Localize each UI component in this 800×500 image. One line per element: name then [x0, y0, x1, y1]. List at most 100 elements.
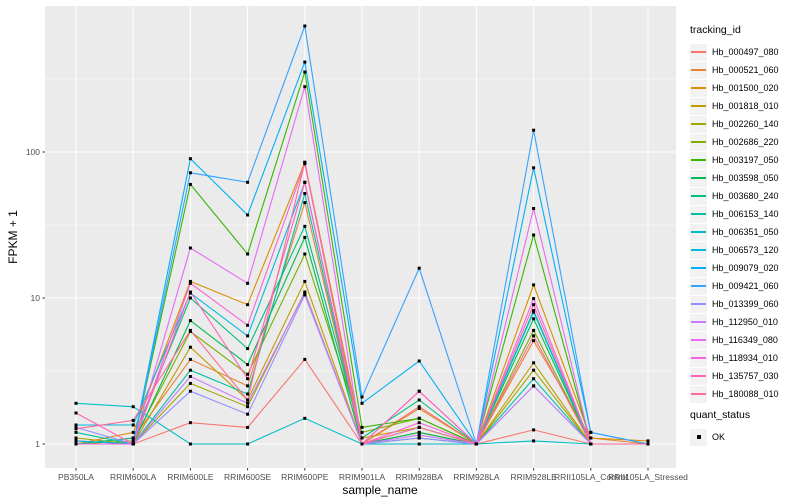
data-point — [246, 372, 250, 376]
x-tick-label: RRIM928LE — [510, 472, 557, 482]
data-point — [246, 384, 250, 388]
data-point — [532, 317, 536, 321]
data-point — [246, 334, 250, 338]
data-point — [246, 347, 250, 351]
legend-key-swatch — [690, 428, 707, 446]
legend-item-label: Hb_006153_140 — [712, 209, 779, 219]
data-point — [188, 375, 192, 378]
data-point — [74, 442, 78, 446]
legend-line-icon — [691, 159, 706, 161]
data-point — [532, 439, 536, 443]
legend-item-label: Hb_002686_220 — [712, 137, 779, 147]
data-point — [131, 423, 135, 427]
legend-item-Hb_006573_120: Hb_006573_120 — [690, 241, 800, 259]
legend-item-label: Hb_116349_080 — [712, 335, 778, 345]
data-point — [246, 281, 250, 285]
y-tick-label: 1 — [35, 439, 40, 449]
data-point — [303, 416, 307, 420]
legend-line-icon — [691, 339, 706, 341]
data-point — [246, 392, 250, 396]
data-point — [589, 436, 593, 440]
data-point — [532, 361, 536, 365]
x-tick-label: PB350LA — [58, 472, 94, 482]
data-point — [646, 442, 650, 446]
data-point — [74, 411, 78, 415]
x-tick-label: RRIM600LA — [110, 472, 157, 482]
data-point — [246, 405, 250, 409]
legend-line-icon — [691, 87, 706, 89]
legend-item-label: Hb_009079_020 — [712, 263, 779, 273]
legend-line-icon — [691, 267, 706, 269]
data-point — [188, 157, 192, 161]
legend-item-Hb_009421_060: Hb_009421_060 — [690, 277, 800, 295]
legend-key-swatch — [690, 61, 707, 79]
data-point — [532, 166, 536, 170]
data-point — [532, 233, 536, 237]
data-point — [532, 428, 536, 432]
data-point — [188, 345, 192, 349]
data-point — [131, 405, 135, 409]
x-tick-label: RRIM928LA — [453, 472, 500, 482]
data-point — [360, 442, 364, 446]
legend-line-icon — [691, 141, 706, 143]
data-point — [188, 328, 192, 332]
legend-item-Hb_001818_010: Hb_001818_010 — [690, 97, 800, 115]
data-point — [188, 381, 192, 385]
legend-item-Hb_006351_050: Hb_006351_050 — [690, 223, 800, 241]
data-point — [74, 436, 78, 440]
data-point — [303, 252, 307, 256]
data-point — [188, 319, 192, 323]
data-point — [188, 421, 192, 425]
legend-key-swatch — [690, 223, 707, 241]
legend-key-swatch — [690, 151, 707, 169]
data-point — [532, 328, 536, 332]
data-point — [246, 323, 250, 327]
data-point — [417, 433, 421, 437]
legend: tracking_id Hb_000497_080 Hb_000521_060 Hb… — [690, 24, 800, 446]
data-point — [532, 128, 536, 132]
legend-key-swatch — [690, 349, 707, 367]
data-point — [188, 296, 192, 300]
legend-item-label: Hb_000497_080 — [712, 47, 779, 57]
data-point — [303, 224, 307, 228]
legend-item-Hb_013399_060: Hb_013399_060 — [690, 295, 800, 313]
legend-item-Hb_112950_010: Hb_112950_010 — [690, 313, 800, 331]
data-point — [303, 293, 307, 297]
legend-key-swatch — [690, 259, 707, 277]
legend-key-swatch — [690, 331, 707, 349]
legend-key-swatch — [690, 205, 707, 223]
data-point — [417, 359, 421, 363]
data-point — [74, 430, 78, 434]
data-point — [74, 439, 78, 443]
x-axis-title: sample_name — [342, 483, 418, 497]
legend-line-icon — [691, 69, 706, 71]
data-point — [303, 357, 307, 361]
data-point — [246, 180, 250, 184]
legend-item-label: Hb_006573_120 — [712, 245, 779, 255]
quant-status-item: OK — [690, 428, 800, 446]
legend-item-label: Hb_001500_020 — [712, 83, 779, 93]
data-point — [417, 407, 421, 410]
legend-item-Hb_000521_060: Hb_000521_060 — [690, 61, 800, 79]
x-tick-label: RRIM600PE — [281, 472, 329, 482]
data-point — [532, 283, 536, 287]
data-point — [532, 377, 536, 381]
x-tick-label: RRIM600LE — [167, 472, 214, 482]
data-point — [246, 377, 250, 381]
data-point — [131, 439, 135, 443]
data-point — [646, 439, 650, 443]
data-point — [246, 401, 250, 405]
data-point — [303, 60, 307, 64]
legend-key-swatch — [690, 241, 707, 259]
legend-item-label: Hb_001818_010 — [712, 101, 779, 111]
legend-line-icon — [691, 195, 706, 197]
data-point — [532, 339, 536, 343]
data-point — [417, 430, 421, 434]
data-point — [303, 24, 307, 28]
legend-item-Hb_000497_080: Hb_000497_080 — [690, 43, 800, 61]
legend-key-swatch — [690, 133, 707, 151]
data-point — [303, 192, 307, 195]
x-tick-label: RRIM928BA — [396, 472, 444, 482]
legend-key-swatch — [690, 187, 707, 205]
legend-item-Hb_003598_050: Hb_003598_050 — [690, 169, 800, 187]
